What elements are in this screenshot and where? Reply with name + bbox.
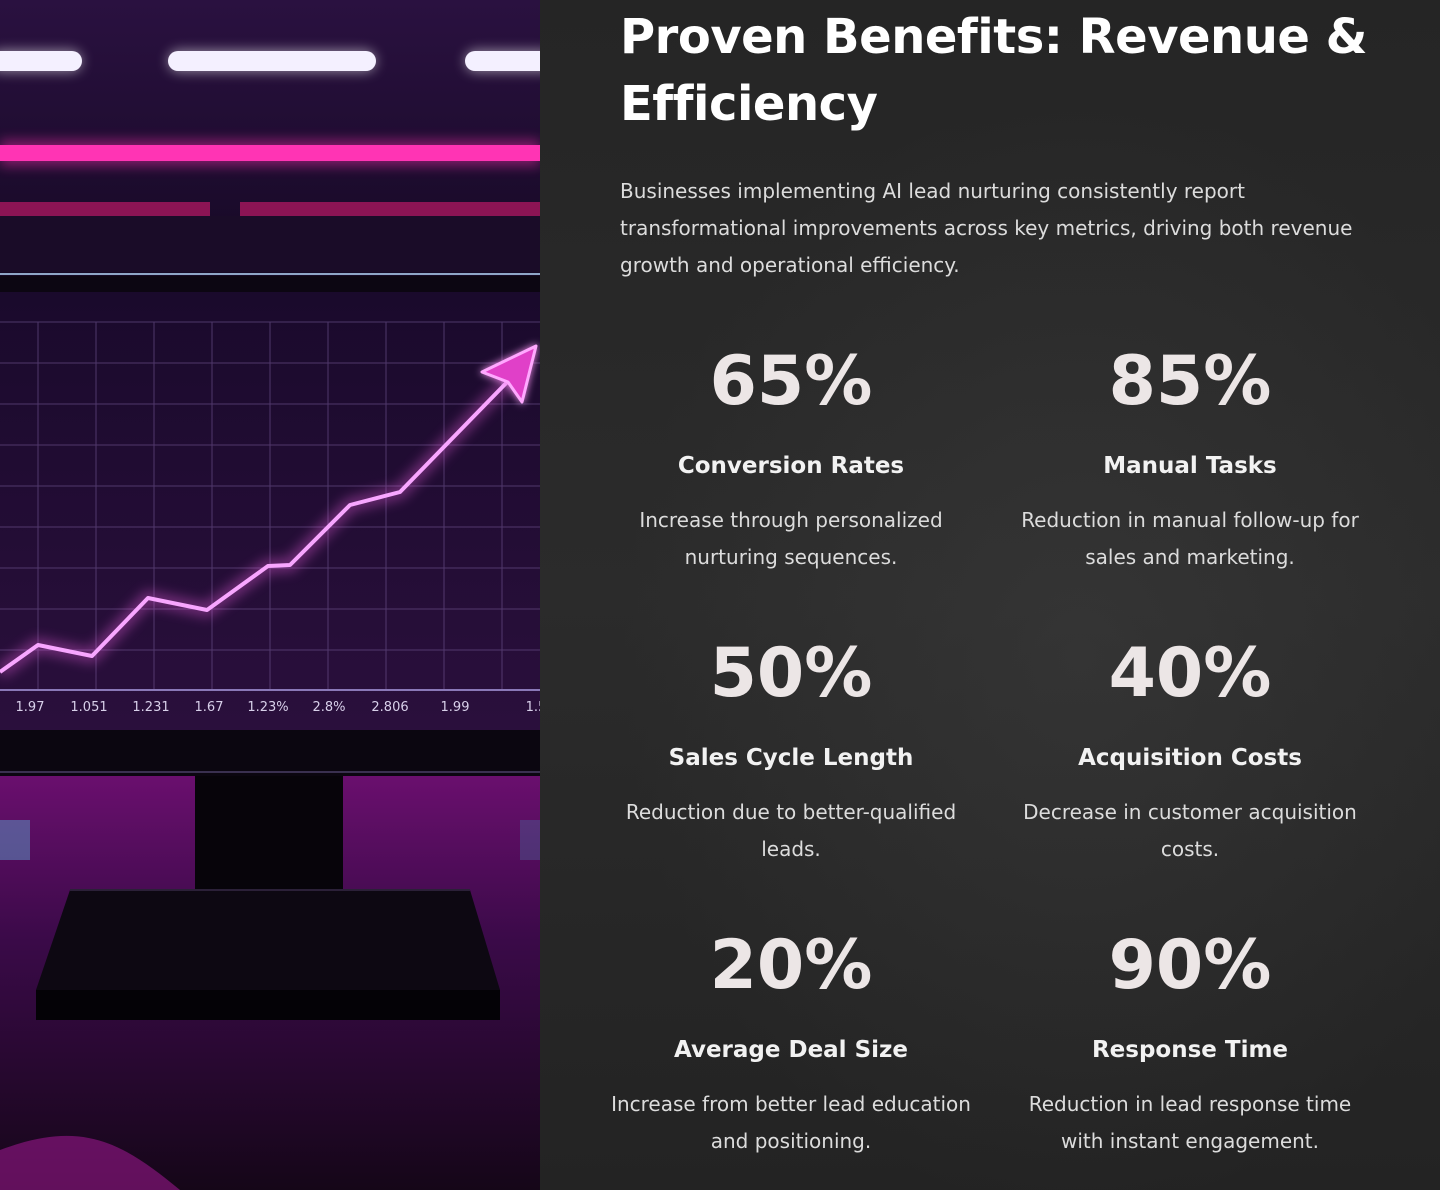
stat-description: Reduction in manual follow-up for sales … (1021, 508, 1359, 569)
hero-illustration: 1.97 1.051 1.231 1.67 1.23% 2.8% 2.806 1.99 1.5 (0, 0, 540, 1190)
stat-card: 50% Sales Cycle Length Reduction due to … (611, 634, 971, 868)
stat-card: 85% Manual Tasks Reduction in manual fol… (1010, 342, 1370, 576)
ceiling-lights (0, 50, 540, 72)
monitor-stand (36, 776, 500, 1020)
stat-label: Manual Tasks (1103, 453, 1277, 479)
stat-card: 20% Average Deal Size Increase from bett… (611, 926, 971, 1160)
intro-text: Businesses implementing AI lead nurturin… (620, 179, 1353, 277)
arrow-up-icon (480, 344, 538, 404)
axis-tick-label: 1.67 (195, 700, 224, 715)
benefits-section: Proven Benefits: Revenue & Efficiency Bu… (540, 0, 1440, 1190)
chart-grid (0, 321, 540, 690)
stat-value: 65% (709, 342, 873, 421)
stat-description: Reduction due to better-qualified leads. (625, 800, 957, 861)
axis-tick-label: 1.97 (16, 700, 45, 715)
axis-tick-label: 1.5 (526, 700, 540, 715)
stat-card: 65% Conversion Rates Increase through pe… (611, 342, 971, 576)
stat-label: Sales Cycle Length (668, 745, 914, 771)
stat-card: 90% Response Time Reduction in lead resp… (1010, 926, 1370, 1160)
monitor-growth-chart-image: 1.97 1.051 1.231 1.67 1.23% 2.8% 2.806 1.99 1.5 (0, 0, 540, 1190)
axis-tick-label: 2.8% (312, 700, 345, 715)
chart-axis-labels: 1.97 1.051 1.231 1.67 1.23% 2.8% 2.806 1.99 1.5 (16, 700, 540, 715)
stat-label: Acquisition Costs (1078, 745, 1302, 771)
stat-value: 85% (1108, 342, 1272, 421)
stat-description: Increase through personalized nurturing … (639, 508, 943, 569)
stat-description: Increase from better lead education and … (611, 1092, 971, 1153)
stat-value: 90% (1108, 926, 1272, 1005)
axis-tick-label: 1.051 (70, 700, 107, 715)
stat-description: Reduction in lead response time with ins… (1028, 1092, 1352, 1153)
stat-label: Response Time (1091, 1037, 1289, 1063)
stat-value: 50% (709, 634, 873, 713)
stat-value: 40% (1108, 634, 1272, 713)
stat-value: 20% (709, 926, 873, 1005)
stat-card: 40% Acquisition Costs Decrease in custom… (1010, 634, 1370, 868)
stat-description: Decrease in customer acquisition costs. (1023, 800, 1357, 861)
page-title: Proven Benefits: Revenue & Efficiency (620, 9, 1368, 132)
axis-tick-label: 1.99 (441, 700, 470, 715)
stat-label: Average Deal Size (673, 1037, 909, 1063)
axis-tick-label: 2.806 (371, 700, 408, 715)
growth-line-core (0, 372, 517, 674)
neon-strips (0, 140, 540, 275)
axis-tick-label: 1.23% (247, 700, 288, 715)
stat-label: Conversion Rates (677, 453, 905, 479)
axis-tick-label: 1.231 (132, 700, 169, 715)
